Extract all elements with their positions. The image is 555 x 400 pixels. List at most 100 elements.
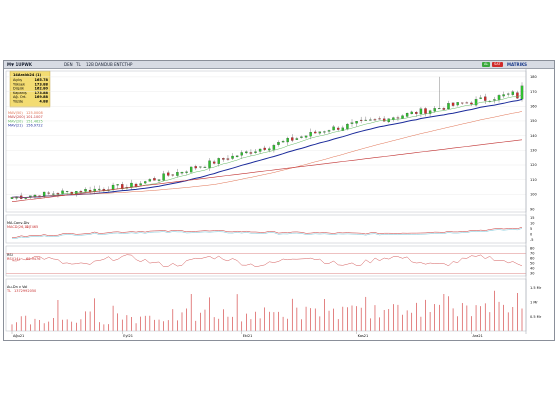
candle-body	[359, 119, 363, 121]
rsi-tick-label: 80	[530, 247, 534, 251]
candle-body	[415, 111, 418, 114]
rsi-tick-label: 50	[530, 262, 534, 266]
candle-body	[378, 118, 381, 120]
candle-body	[341, 127, 345, 131]
candle-body	[176, 172, 179, 176]
ohlc-info-box: 14Aralık24 (1) Açılış 165.78 Yüksek 173.88 D…	[9, 70, 51, 108]
macd-tick-label: 0	[530, 233, 532, 237]
price-tick-label: 150	[530, 119, 537, 123]
toolbar-item-den[interactable]: DEN	[64, 62, 73, 67]
price-tick-label: 120	[530, 163, 537, 167]
candle-body	[419, 108, 423, 114]
candle-body	[79, 191, 83, 193]
candle-body	[433, 108, 436, 112]
candle-body	[327, 130, 331, 132]
date-axis-label: Eyl21	[123, 334, 133, 338]
candle-body	[263, 147, 266, 150]
info-row-value: 169.88	[34, 95, 48, 99]
macd-signal-line	[11, 228, 523, 239]
toolbar-item-entcthp[interactable]: ENTCTHP	[114, 62, 133, 67]
candle-body	[226, 158, 230, 160]
candle-body	[461, 102, 464, 104]
candle-body	[65, 191, 69, 192]
candle-body	[121, 184, 124, 190]
candle-body	[318, 131, 322, 134]
price-tick-label: 110	[530, 178, 537, 182]
ma-line-200	[11, 139, 523, 202]
info-row-value: 162.80	[34, 87, 48, 91]
info-row-label: Düşük	[13, 87, 25, 91]
symbol-selector[interactable]: M▼ 1UPWK	[7, 62, 32, 67]
candle-body	[249, 152, 253, 154]
chart-toolbar: M▼ 1UPWK DEN TL 12B DAN DUB ENTCTHP AL S…	[4, 61, 554, 69]
candle-body	[465, 102, 469, 104]
info-row-value: 165.78	[34, 78, 48, 82]
toolbar-item-12b[interactable]: 12B	[86, 62, 94, 67]
candle-body	[258, 148, 262, 152]
candle-body	[304, 135, 308, 138]
macd-tick-label: 5	[530, 227, 532, 231]
candle-body	[286, 137, 289, 143]
candle-body	[405, 112, 409, 117]
candle-body	[396, 117, 400, 119]
candle-body	[33, 194, 37, 197]
candle-body	[208, 160, 211, 168]
volume-legend-label: TL	[6, 289, 11, 293]
volume-tick-label: 0.5 Mr	[530, 315, 542, 319]
buy-button[interactable]: AL	[482, 62, 491, 67]
candle-body	[520, 85, 524, 100]
toolbar-item-dan[interactable]: DAN	[95, 62, 104, 67]
price-legend-value: 151.4625	[26, 119, 43, 123]
info-row-value: 4.88	[39, 100, 48, 104]
date-axis-label: Ağu21	[13, 334, 24, 338]
price-legend-value: 101.1007	[26, 115, 43, 119]
candle-body	[235, 155, 239, 158]
price-tick-label: 180	[530, 75, 537, 79]
rsi-panel-frame	[5, 245, 527, 277]
candle-body	[350, 122, 354, 124]
candle-body	[139, 183, 142, 186]
price-legend-label: MAV(50)	[8, 111, 23, 115]
candle-body	[56, 193, 60, 195]
candle-body	[447, 103, 450, 110]
candle-body	[153, 178, 156, 181]
sell-button[interactable]: SAT	[492, 62, 503, 67]
toolbar-item-dub[interactable]: DUB	[104, 62, 113, 67]
ma-line-20	[11, 94, 523, 198]
candle-body	[346, 123, 349, 129]
candle-body	[470, 102, 473, 105]
info-box-title: 14Aralık24 (1)	[13, 73, 42, 77]
app-brand: MATRIKS	[507, 62, 528, 67]
candle-body	[47, 192, 50, 194]
volume-tick-label: 1 Mr	[530, 300, 538, 304]
candle-body	[479, 97, 482, 99]
chart-window: M▼ 1UPWK DEN TL 12B DAN DUB ENTCTHP AL S…	[3, 60, 555, 341]
info-row-label: Kapanış	[13, 91, 27, 95]
candle-body	[180, 172, 184, 174]
candle-body	[268, 148, 271, 151]
volume-panel-title: Au-Dn v Vol	[7, 285, 27, 289]
price-legend-label: MAV(21)	[8, 124, 23, 128]
candle-body	[162, 173, 165, 181]
candle-body	[148, 179, 152, 182]
price-tick-label: 130	[530, 149, 537, 153]
candle-body	[254, 151, 257, 153]
candle-body	[332, 126, 335, 131]
candle-body	[309, 132, 312, 137]
price-legend-label: MAV(20)	[8, 119, 23, 123]
candle-body	[281, 141, 285, 143]
info-row-label: Yüksek	[13, 82, 26, 86]
candle-body	[185, 171, 188, 173]
price-legend-label: MAV(200)	[8, 115, 26, 119]
toolbar-item-tl[interactable]: TL	[76, 62, 81, 67]
candle-body	[240, 152, 243, 156]
candle-body	[245, 151, 248, 154]
candle-body	[373, 119, 377, 121]
candle-body	[217, 158, 220, 164]
macd-tick-label: -5	[530, 238, 534, 242]
candle-body	[428, 110, 432, 114]
candle-body	[52, 193, 55, 195]
candle-body	[451, 102, 455, 106]
price-tick-label: 160	[530, 104, 537, 108]
